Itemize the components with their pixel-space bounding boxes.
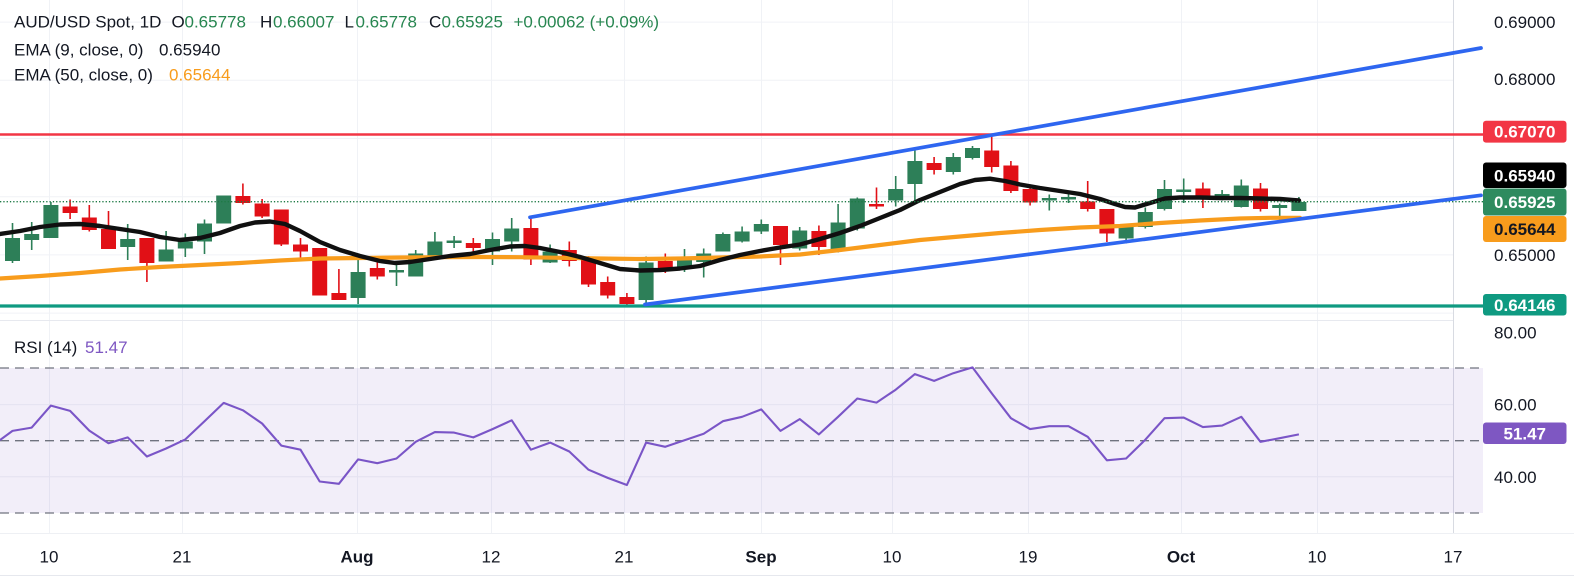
svg-text:19: 19 xyxy=(1019,548,1038,567)
svg-text:L: L xyxy=(345,13,354,32)
svg-text:80.00: 80.00 xyxy=(1494,323,1537,342)
svg-text:51.47: 51.47 xyxy=(1503,424,1546,443)
svg-text:60.00: 60.00 xyxy=(1494,396,1537,415)
svg-text:0.65000: 0.65000 xyxy=(1494,246,1555,265)
svg-text:21: 21 xyxy=(173,548,192,567)
svg-text:0.65644: 0.65644 xyxy=(169,66,230,85)
svg-text:12: 12 xyxy=(482,548,501,567)
svg-text:0.69000: 0.69000 xyxy=(1494,13,1555,32)
svg-text:0.65940: 0.65940 xyxy=(159,41,220,60)
svg-text:0.67070: 0.67070 xyxy=(1494,123,1555,142)
svg-text:0.65644: 0.65644 xyxy=(1494,220,1556,239)
svg-text:0.65940: 0.65940 xyxy=(1494,166,1555,185)
svg-text:AUD/USD Spot, 1D: AUD/USD Spot, 1D xyxy=(14,13,161,32)
svg-text:51.47: 51.47 xyxy=(85,338,128,357)
svg-text:40.00: 40.00 xyxy=(1494,468,1537,487)
svg-text:0.65925: 0.65925 xyxy=(1494,193,1555,212)
svg-text:0.65778: 0.65778 xyxy=(356,13,417,32)
svg-text:0.66007: 0.66007 xyxy=(273,13,334,32)
svg-text:0.64146: 0.64146 xyxy=(1494,296,1555,315)
svg-text:O: O xyxy=(172,13,185,32)
svg-text:17: 17 xyxy=(1444,548,1463,567)
svg-text:0.65925: 0.65925 xyxy=(442,13,503,32)
svg-text:10: 10 xyxy=(883,548,902,567)
svg-text:RSI (14): RSI (14) xyxy=(14,338,77,357)
svg-text:+0.00062 (+0.09%): +0.00062 (+0.09%) xyxy=(514,13,660,32)
svg-text:Aug: Aug xyxy=(340,548,373,567)
svg-text:C: C xyxy=(429,13,441,32)
svg-text:EMA (50, close, 0): EMA (50, close, 0) xyxy=(14,66,153,85)
svg-text:10: 10 xyxy=(1308,548,1327,567)
svg-text:Sep: Sep xyxy=(745,548,776,567)
svg-text:0.65778: 0.65778 xyxy=(185,13,246,32)
svg-text:H: H xyxy=(260,13,272,32)
svg-text:10: 10 xyxy=(40,548,59,567)
svg-text:21: 21 xyxy=(615,548,634,567)
svg-text:Oct: Oct xyxy=(1167,548,1196,567)
svg-text:0.68000: 0.68000 xyxy=(1494,70,1555,89)
svg-text:EMA (9, close, 0): EMA (9, close, 0) xyxy=(14,41,143,60)
